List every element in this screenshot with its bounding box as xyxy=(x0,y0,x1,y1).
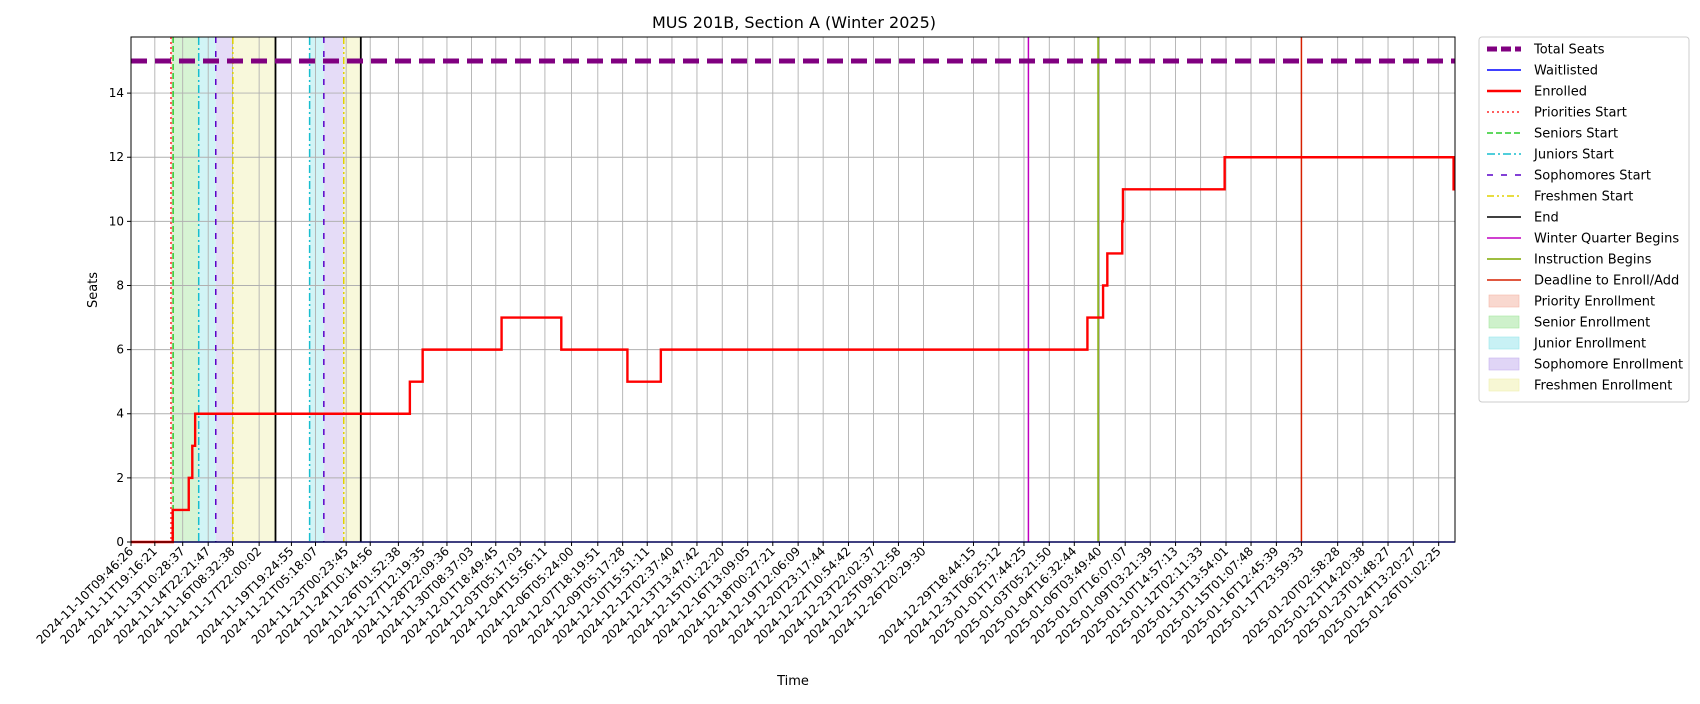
legend-label: Total Seats xyxy=(1533,43,1605,58)
region-junior-enrollment xyxy=(309,37,324,542)
x-axis-label: Time xyxy=(776,674,809,689)
y-tick-label: 10 xyxy=(109,214,124,228)
y-tick-label: 12 xyxy=(109,150,124,164)
legend-label: Enrolled xyxy=(1534,85,1587,100)
y-tick-label: 8 xyxy=(116,278,124,292)
legend-box xyxy=(1478,36,1690,403)
region-sophomore-enrollment xyxy=(215,37,233,542)
legend-label: Priorities Start xyxy=(1534,106,1627,121)
y-axis-label: Seats xyxy=(86,272,101,308)
legend: Total Seats Waitlisted Enrolled Priorities … xyxy=(1478,36,1690,403)
legend-label: Freshmen Start xyxy=(1534,190,1633,205)
legend-label: Junior Enrollment xyxy=(1533,337,1646,352)
plot-frame xyxy=(130,36,1456,543)
x-axis-ticks: 2024-11-10T09:46:262024-11-11T19:16:2120… xyxy=(34,542,1444,647)
legend-label: Freshmen Enrollment xyxy=(1534,379,1672,394)
legend-items: Total Seats Waitlisted Enrolled Priorities … xyxy=(1487,43,1683,394)
chart-title: MUS 201B, Section A (Winter 2025) xyxy=(652,13,936,32)
legend-label: Senior Enrollment xyxy=(1534,316,1650,331)
region-freshmen-enrollment xyxy=(232,37,276,542)
legend-swatch-sophomore-enrollment xyxy=(1488,357,1520,371)
y-tick-label: 6 xyxy=(116,343,124,357)
region-priority-enrollment xyxy=(170,37,174,542)
y-tick-label: 2 xyxy=(116,471,124,485)
y-axis-ticks: 0 2 4 6 8 10 12 14 xyxy=(109,86,131,549)
legend-label: End xyxy=(1534,211,1559,226)
y-tick-label: 4 xyxy=(116,407,124,421)
y-tick-label: 14 xyxy=(109,86,124,100)
shaded-regions xyxy=(170,37,361,542)
legend-label: Winter Quarter Begins xyxy=(1534,232,1679,247)
region-freshmen-enrollment xyxy=(343,37,361,542)
legend-swatch-freshmen-enrollment xyxy=(1488,378,1520,392)
legend-label: Seniors Start xyxy=(1534,127,1618,142)
series-enrolled xyxy=(131,156,1455,544)
region-junior-enrollment xyxy=(198,37,216,542)
event-lines xyxy=(170,37,1303,542)
legend-label: Juniors Start xyxy=(1533,148,1614,163)
legend-label: Sophomores Start xyxy=(1534,169,1651,184)
legend-label: Priority Enrollment xyxy=(1534,295,1655,310)
legend-swatch-priority-enrollment xyxy=(1488,294,1520,308)
region-sophomore-enrollment xyxy=(323,37,344,542)
legend-label: Waitlisted xyxy=(1534,64,1598,79)
legend-swatch-senior-enrollment xyxy=(1488,315,1520,329)
y-tick-label: 0 xyxy=(116,535,124,549)
region-senior-enrollment xyxy=(173,37,199,542)
legend-label: Deadline to Enroll/Add xyxy=(1534,274,1679,289)
legend-label: Sophomore Enrollment xyxy=(1534,358,1683,373)
legend-swatch-junior-enrollment xyxy=(1488,336,1520,350)
legend-label: Instruction Begins xyxy=(1534,253,1652,268)
